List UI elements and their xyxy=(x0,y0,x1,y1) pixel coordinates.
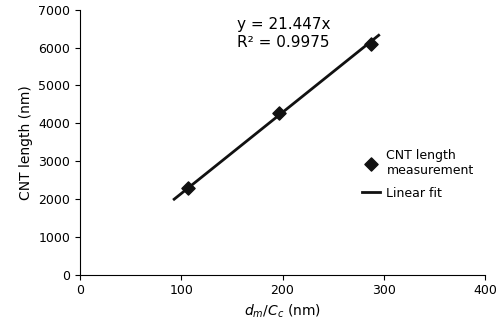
Linear fit xyxy=(292,100,298,104)
Text: y = 21.447x
R² = 0.9975: y = 21.447x R² = 0.9975 xyxy=(237,17,330,50)
CNT length
measurement xyxy=(276,111,283,116)
X-axis label: $d_m$/$C_c$ (nm): $d_m$/$C_c$ (nm) xyxy=(244,303,321,320)
Linear fit xyxy=(293,100,299,104)
Legend: CNT length
measurement, Linear fit: CNT length measurement, Linear fit xyxy=(356,144,479,204)
Linear fit xyxy=(376,33,382,37)
Linear fit xyxy=(296,97,302,101)
Linear fit xyxy=(356,49,362,53)
CNT length
measurement xyxy=(184,185,192,190)
Linear fit xyxy=(171,197,177,201)
Line: Linear fit: Linear fit xyxy=(174,35,378,199)
CNT length
measurement xyxy=(366,41,374,46)
Linear fit xyxy=(344,59,349,63)
Linear fit xyxy=(172,197,178,201)
Y-axis label: CNT length (nm): CNT length (nm) xyxy=(18,85,32,199)
